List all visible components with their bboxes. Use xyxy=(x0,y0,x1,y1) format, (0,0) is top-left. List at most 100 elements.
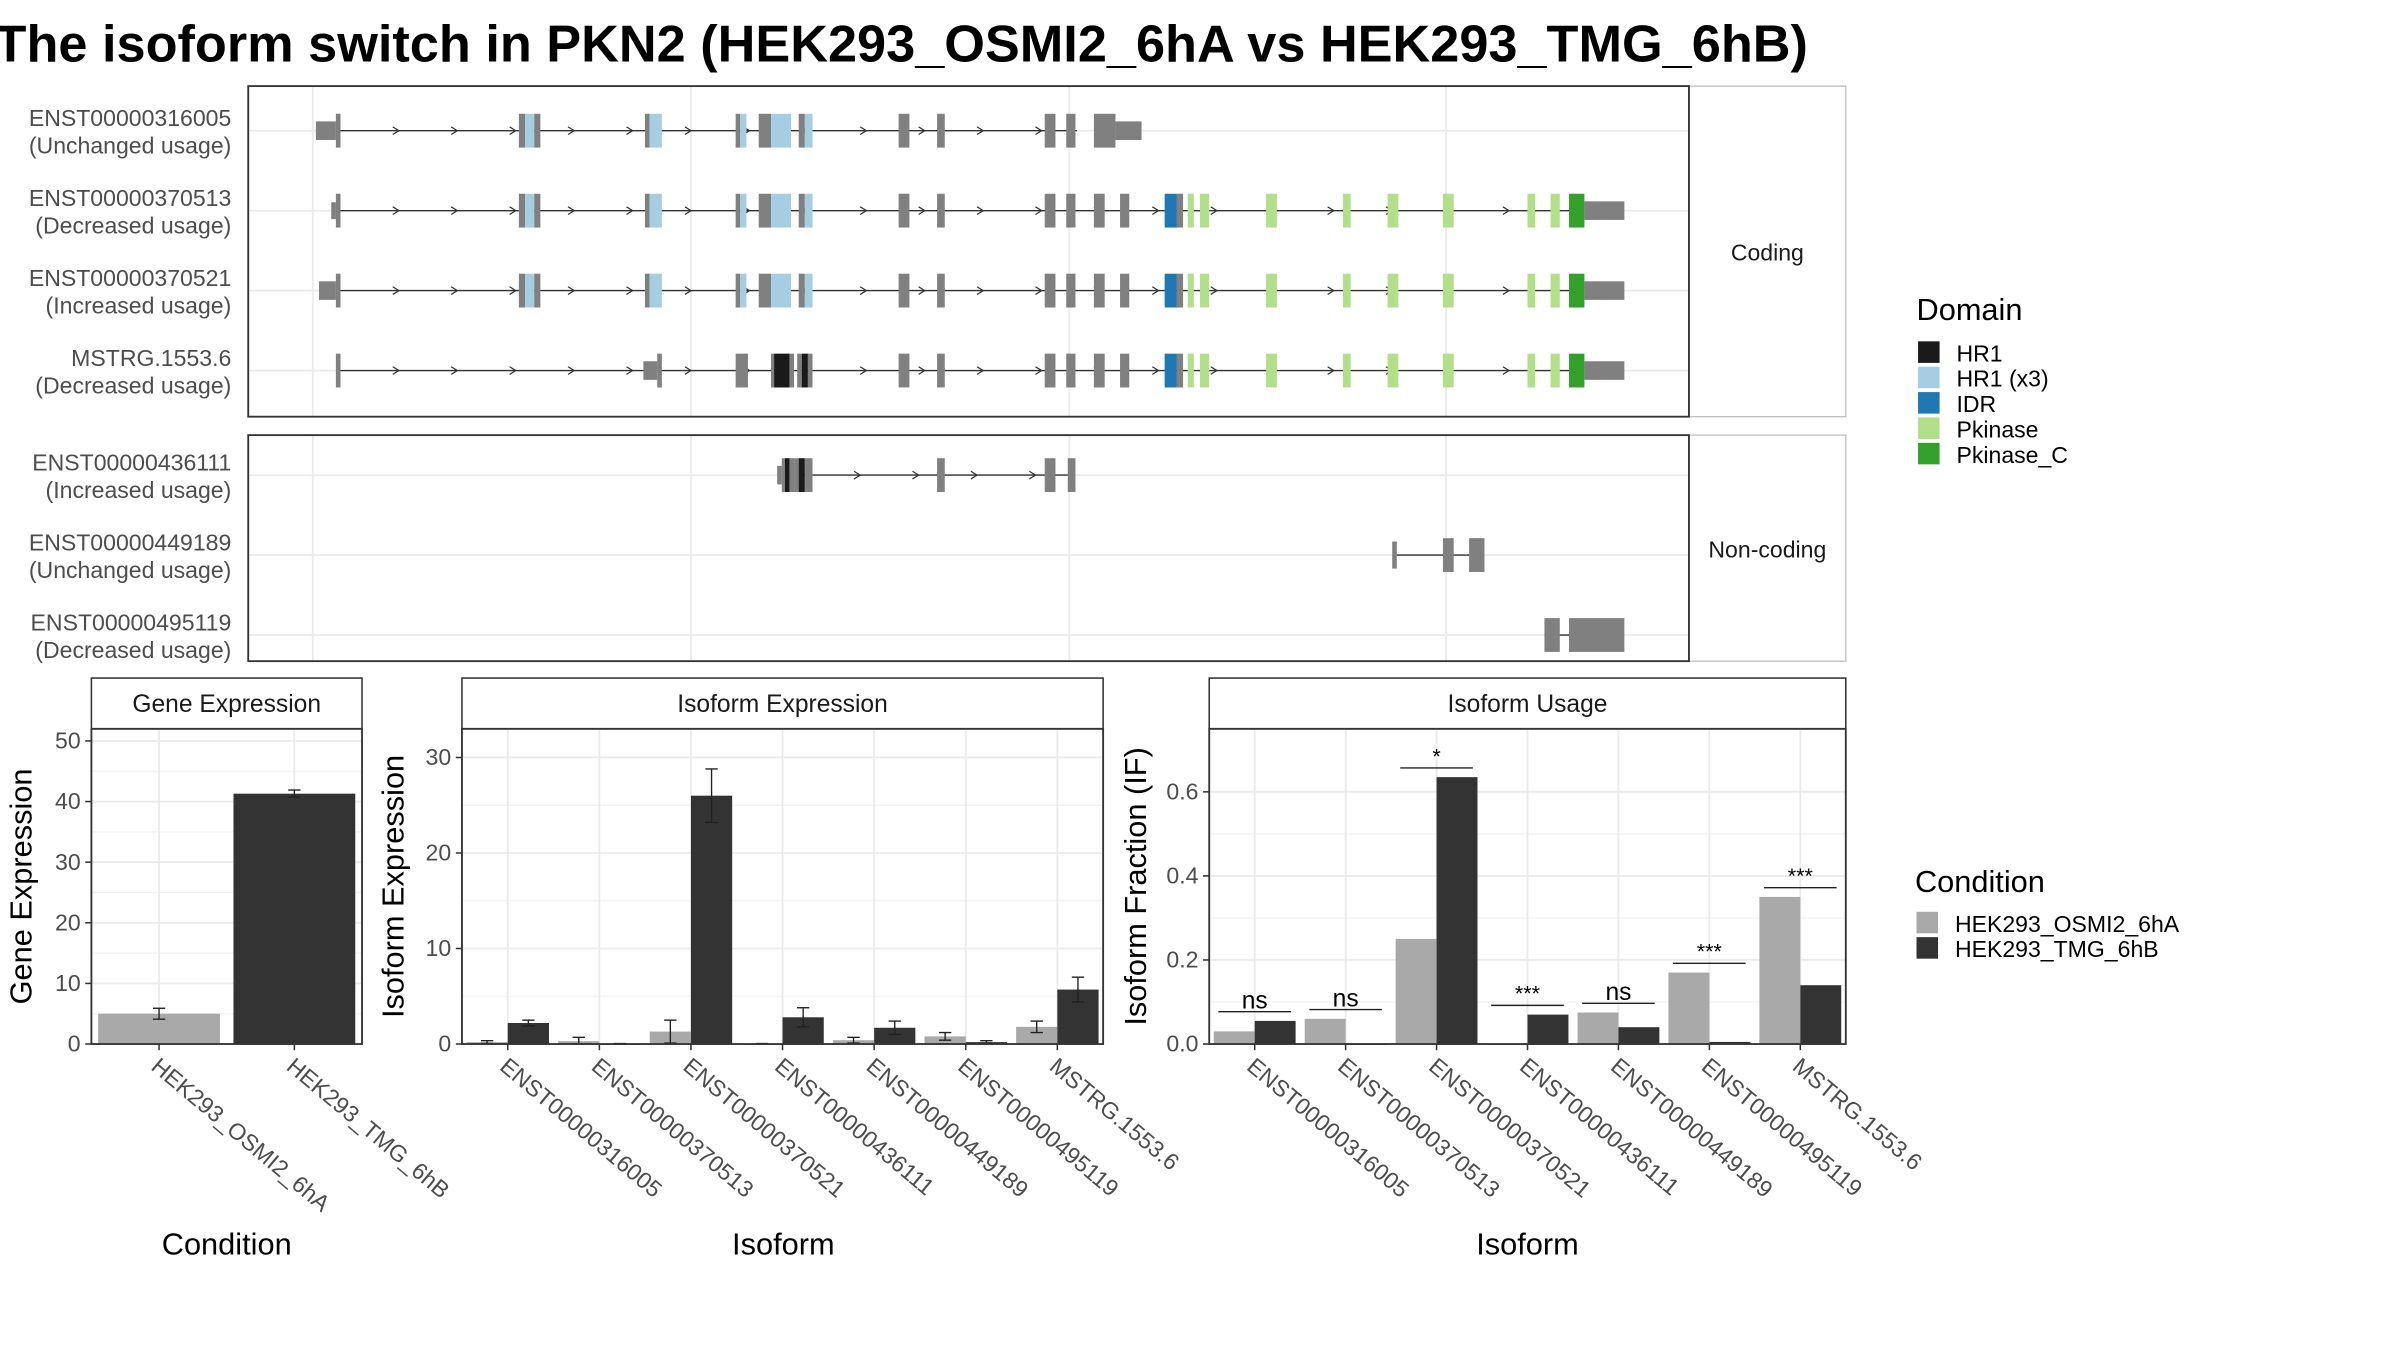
transcript-label: ENST00000316005 xyxy=(29,105,231,131)
domain-legend-key xyxy=(1918,392,1940,414)
panel-strip xyxy=(90,677,363,730)
exon-block xyxy=(937,353,945,388)
strand-arrow xyxy=(1327,286,1335,295)
significance-label: *** xyxy=(1788,864,1814,888)
domain-block xyxy=(801,353,808,388)
exon-block xyxy=(797,353,802,388)
figure-title: The isoform switch in PKN2 (HEK293_OSMI2… xyxy=(0,16,1808,74)
domain-block xyxy=(1550,193,1560,228)
domain-block xyxy=(1550,353,1560,388)
bar xyxy=(1527,1014,1569,1045)
strand-arrow xyxy=(509,286,517,295)
transcript-label: ENST00000449189 xyxy=(29,529,231,555)
exon-block xyxy=(644,273,650,308)
noncoding-strip-label: Non-coding xyxy=(1708,536,1826,562)
y-tick-label: 40 xyxy=(55,788,81,814)
noncoding-panel-border xyxy=(247,434,1690,663)
x-tick-label: ENST00000449189 xyxy=(1606,1053,1778,1203)
exon-block xyxy=(1093,273,1105,308)
exon-block xyxy=(644,113,650,148)
exon-block xyxy=(798,273,805,308)
y-tick-label: 30 xyxy=(426,744,452,770)
x-tick-label: ENST00000436111 xyxy=(1515,1053,1684,1201)
exon-block xyxy=(789,458,795,493)
strand-arrow xyxy=(1502,286,1511,295)
panel-strip xyxy=(1208,677,1847,730)
exon-block xyxy=(518,113,525,148)
exon-block xyxy=(1544,618,1560,652)
panel-border xyxy=(1208,727,1847,1045)
bar-panels: Gene Expression01020304050HEK293_OSMI2_6… xyxy=(3,677,1927,1262)
exon-block xyxy=(534,113,541,148)
strand-arrow xyxy=(1210,366,1219,375)
exon-block xyxy=(898,353,910,388)
y-tick-label: 20 xyxy=(426,840,452,866)
bar xyxy=(1759,896,1801,1045)
exon-block xyxy=(798,193,805,228)
exon-block xyxy=(1569,618,1625,652)
exon-block xyxy=(1176,273,1184,308)
strand-arrow xyxy=(859,366,868,375)
x-tick-label: ENST00000495119 xyxy=(953,1053,1123,1202)
exon-block xyxy=(1093,113,1116,148)
domain-legend-label: IDR xyxy=(1956,391,1996,417)
x-axis-title: Condition xyxy=(162,1227,292,1262)
exon-block xyxy=(1120,273,1130,308)
exon-block xyxy=(758,193,772,228)
strand-arrow xyxy=(392,206,401,216)
domain-block xyxy=(525,273,535,308)
y-tick-label: 0 xyxy=(438,1031,451,1057)
bar xyxy=(690,795,733,1045)
condition-legend-title: Condition xyxy=(1915,864,2045,899)
strand-arrow xyxy=(859,126,868,136)
exon-block xyxy=(644,193,650,228)
transcript-label: ENST00000370521 xyxy=(29,265,231,291)
exon-block xyxy=(771,353,775,388)
domain-block xyxy=(1342,353,1351,388)
exon-block xyxy=(315,121,336,140)
strand-arrow xyxy=(1327,206,1335,216)
domain-block xyxy=(1342,193,1351,228)
noncoding-strip xyxy=(1688,434,1847,662)
y-tick-label: 20 xyxy=(55,909,81,935)
strand-arrow xyxy=(1035,286,1043,295)
strand-arrow xyxy=(976,206,985,216)
exon-block xyxy=(898,113,910,148)
exon-block xyxy=(1066,273,1076,308)
domain-block xyxy=(1442,193,1454,228)
exon-block xyxy=(1120,353,1130,388)
transcript-usage-label: (Decreased usage) xyxy=(35,373,231,399)
panel-border xyxy=(461,727,1105,1045)
exon-block xyxy=(657,353,662,388)
strand-arrow xyxy=(509,206,517,216)
exon-block xyxy=(1044,353,1056,388)
exon-block xyxy=(534,273,541,308)
domain-block xyxy=(1200,273,1210,308)
exon-block xyxy=(798,113,805,148)
strand-arrow xyxy=(1210,206,1219,216)
transcript-usage-label: (Increased usage) xyxy=(46,477,232,503)
x-tick-label: ENST00000436111 xyxy=(770,1053,939,1201)
domain-block xyxy=(1164,193,1177,228)
bar xyxy=(233,793,356,1045)
y-axis-title: Isoform Expression xyxy=(376,755,411,1018)
bar xyxy=(1016,1026,1058,1045)
strand-arrow xyxy=(626,366,634,375)
transcript-usage-label: (Unchanged usage) xyxy=(29,557,231,583)
exon-block xyxy=(1044,273,1056,308)
domain-block xyxy=(1266,273,1277,308)
domain-block xyxy=(525,113,535,148)
significance-label: * xyxy=(1432,744,1441,768)
x-tick-label: ENST00000316005 xyxy=(495,1053,667,1203)
domain-block xyxy=(1569,353,1585,388)
exon-block xyxy=(1093,353,1105,388)
significance-label: *** xyxy=(1515,982,1541,1006)
domain-block xyxy=(1527,353,1536,388)
exon-block xyxy=(1442,538,1454,572)
bar xyxy=(874,1027,916,1045)
exon-block xyxy=(804,458,813,493)
exon-block xyxy=(777,465,782,485)
exon-block xyxy=(735,193,741,228)
